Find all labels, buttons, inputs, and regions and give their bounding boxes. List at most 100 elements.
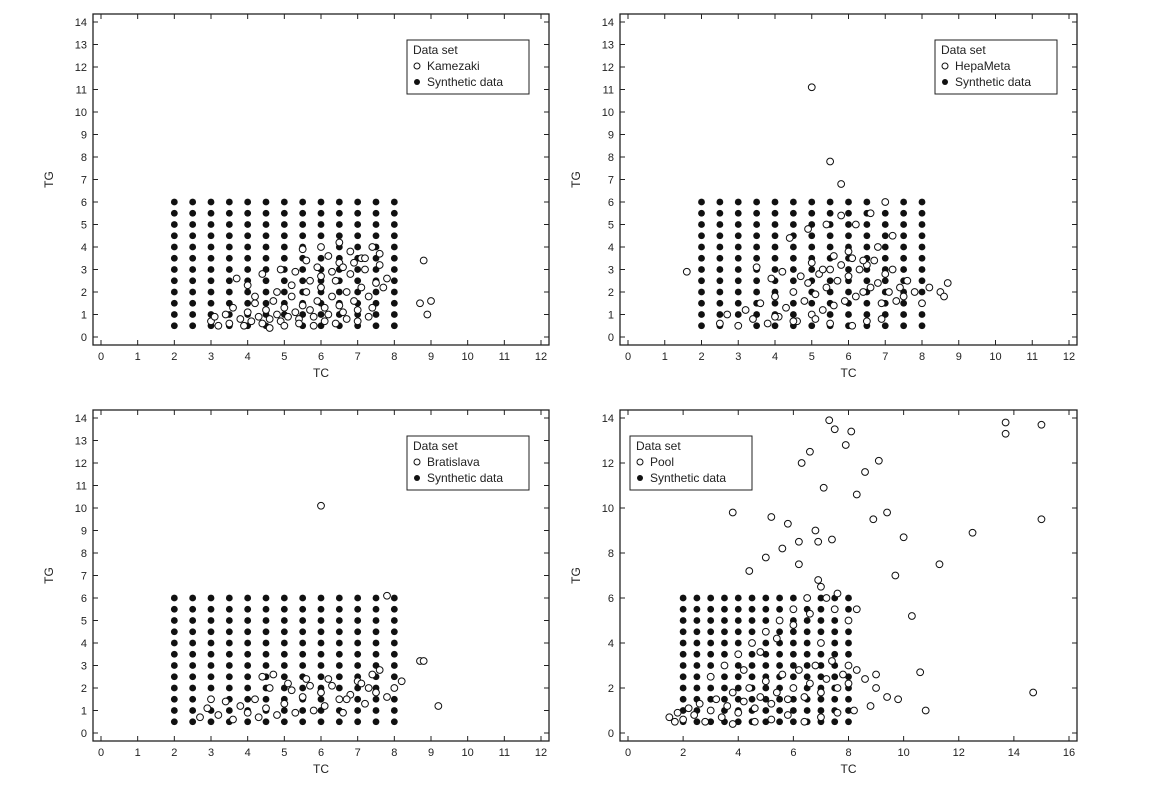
observed-data-point: [877, 299, 886, 308]
synthetic-data-point: [845, 707, 852, 714]
synthetic-data-point: [335, 288, 343, 296]
observed-data-point: [287, 686, 296, 695]
synthetic-data-point: [881, 243, 889, 251]
y-tick-label: 13: [75, 40, 87, 52]
observed-data-point: [383, 591, 391, 600]
observed-data-point: [287, 281, 296, 290]
observed-data-point: [254, 312, 263, 321]
synthetic-data-point: [335, 650, 343, 658]
observed-data-point: [225, 319, 234, 328]
synthetic-data-point: [354, 662, 362, 669]
x-tick-label: 12: [1063, 351, 1075, 363]
synthetic-data-point: [918, 311, 926, 318]
observed-data-point: [851, 292, 860, 301]
synthetic-data-point: [262, 254, 270, 262]
observed-data-point: [861, 675, 869, 683]
synthetic-data-point: [390, 662, 398, 669]
synthetic-data-point: [189, 221, 197, 228]
observed-data-point: [313, 297, 322, 305]
observed-data-point: [874, 279, 882, 287]
observed-data-point: [761, 677, 770, 686]
x-tick-label: 2: [171, 351, 177, 363]
synthetic-data-point: [189, 254, 197, 262]
y-tick-label: 6: [608, 593, 614, 605]
synthetic-data-point: [354, 718, 362, 726]
synthetic-data-point: [776, 605, 783, 613]
synthetic-data-point: [753, 288, 761, 296]
observed-data-point: [291, 267, 300, 276]
synthetic-data-point: [207, 684, 215, 692]
y-tick-label: 10: [75, 107, 87, 119]
observed-data-point: [874, 456, 883, 465]
observed-data-point: [825, 416, 834, 425]
x-tick-label: 8: [845, 747, 851, 759]
observed-data-point: [715, 319, 724, 328]
observed-data-point: [309, 312, 318, 321]
synthetic-data-point: [679, 684, 687, 692]
synthetic-data-point: [244, 605, 252, 613]
synthetic-data-point: [817, 650, 825, 658]
synthetic-data-point: [280, 718, 288, 726]
observed-data-point: [739, 666, 748, 674]
observed-data-point: [848, 321, 857, 330]
synthetic-data-point: [803, 673, 811, 681]
observed-data-point: [357, 283, 366, 292]
y-tick-label: 7: [81, 175, 87, 187]
legend-marker-filled: [637, 475, 643, 481]
synthetic-data-point: [244, 718, 252, 726]
observed-data-point: [783, 695, 792, 704]
observed-data-point: [943, 279, 952, 287]
observed-data-point: [364, 312, 373, 321]
synthetic-data-point: [372, 232, 380, 240]
synthetic-data-point: [693, 605, 701, 613]
synthetic-data-point: [207, 243, 215, 251]
observed-data-point: [221, 697, 230, 706]
observed-data-point: [229, 715, 237, 724]
synthetic-data-point: [354, 605, 362, 613]
synthetic-data-point: [170, 617, 178, 624]
legend-marker-hollow: [941, 62, 949, 70]
synthetic-data-point: [189, 605, 197, 613]
observed-data-point: [750, 717, 759, 726]
observed-data-point: [833, 589, 842, 598]
observed-data-point: [794, 560, 803, 569]
synthetic-data-point: [299, 232, 307, 240]
synthetic-data-point: [817, 695, 825, 703]
observed-data-point: [335, 695, 344, 704]
synthetic-data-point: [716, 209, 724, 217]
observed-data-point: [866, 209, 875, 218]
synthetic-data-point: [189, 662, 197, 669]
y-tick-label: 3: [81, 661, 87, 673]
synthetic-data-point: [693, 662, 701, 669]
y-tick-label: 4: [608, 242, 614, 254]
synthetic-data-point: [734, 639, 742, 647]
observed-data-point: [830, 425, 839, 434]
synthetic-data-point: [716, 221, 724, 228]
x-tick-label: 7: [355, 747, 361, 759]
synthetic-data-point: [335, 209, 343, 217]
synthetic-data-point: [808, 198, 816, 206]
observed-data-point: [848, 254, 857, 263]
y-tick-label: 8: [81, 548, 87, 560]
synthetic-data-point: [817, 707, 825, 714]
observed-data-point: [254, 713, 263, 722]
observed-data-point: [935, 560, 944, 569]
observed-data-point: [968, 528, 977, 537]
observed-data-point: [903, 276, 912, 285]
synthetic-data-point: [390, 617, 398, 624]
observed-data-point: [844, 247, 853, 256]
y-tick-label: 5: [608, 220, 614, 232]
synthetic-data-point: [372, 695, 380, 703]
observed-data-point: [353, 317, 362, 326]
synthetic-data-point: [225, 673, 233, 681]
observed-data-point: [298, 245, 307, 254]
synthetic-data-point: [244, 673, 252, 681]
synthetic-data-point: [170, 650, 178, 658]
legend: Data set Pool Synthetic data: [629, 435, 753, 491]
synthetic-data-point: [826, 209, 834, 217]
synthetic-data-point: [734, 299, 742, 307]
legend-marker-hollow: [413, 458, 421, 466]
synthetic-data-point: [693, 639, 701, 647]
